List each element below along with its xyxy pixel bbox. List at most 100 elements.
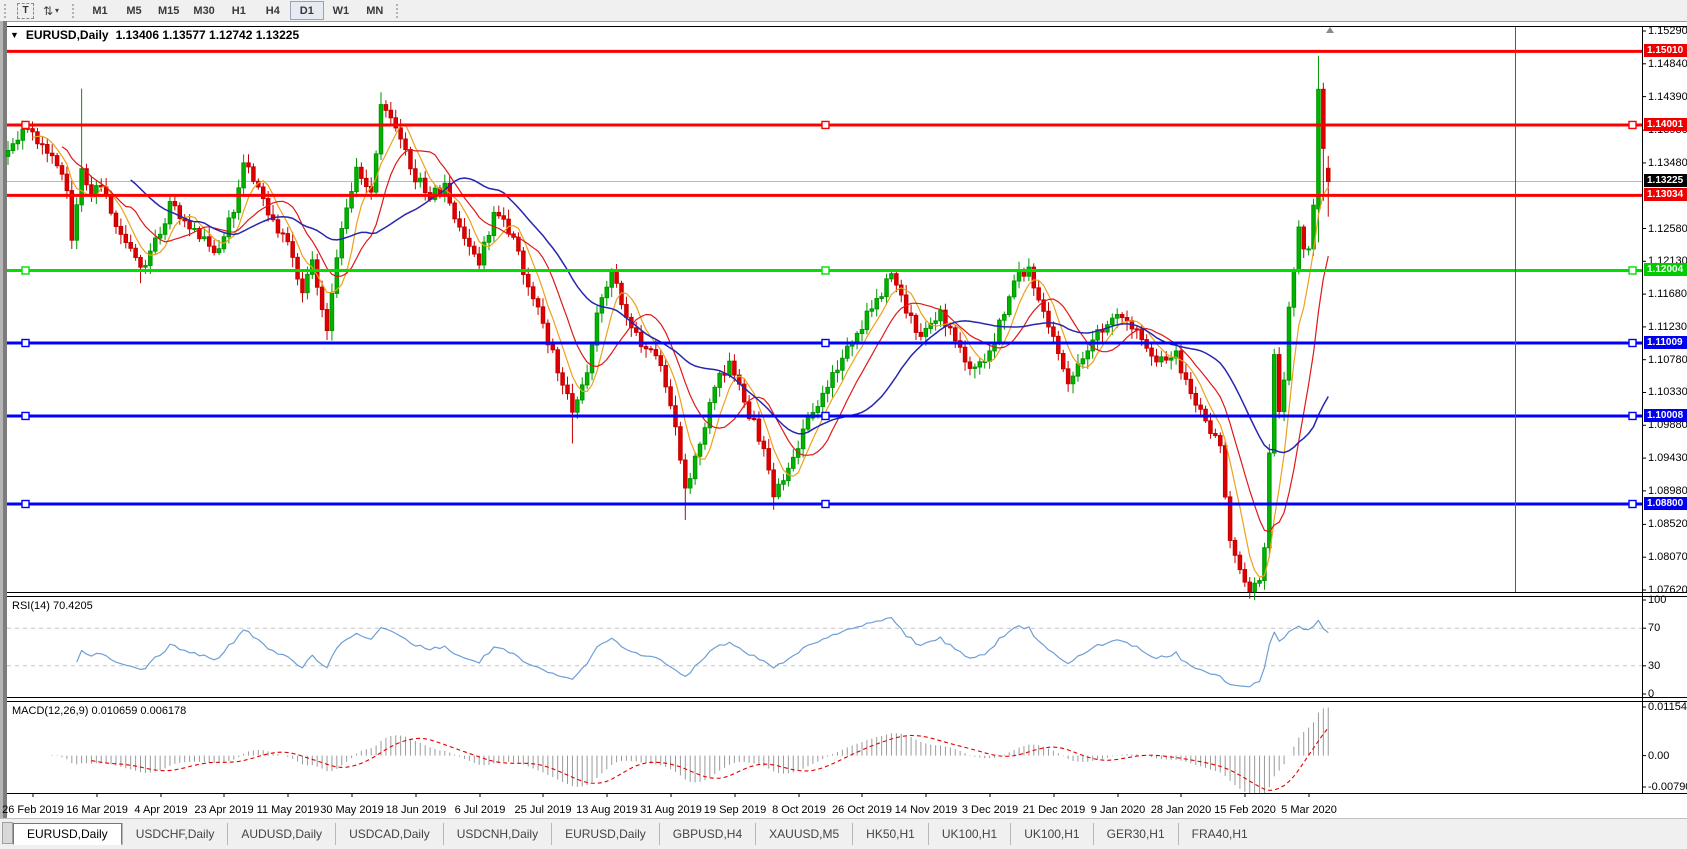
toolbar-grip[interactable]: [4, 3, 9, 18]
hline-handle[interactable]: [821, 120, 830, 130]
price-badge: 1.08800: [1644, 496, 1687, 510]
date-tick: 4 Apr 2019: [134, 804, 188, 816]
date-tick: 11 May 2019: [256, 804, 320, 816]
chart-symbol: EURUSD,Daily: [25, 28, 109, 42]
date-tick: 18 Jun 2019: [385, 804, 447, 816]
macd-label: MACD(12,26,9) 0.010659 0.006178: [12, 705, 187, 717]
date-tick: 26 Oct 2019: [832, 804, 892, 816]
macd-tick: 0.011543: [1648, 701, 1687, 713]
price-badge: 1.13034: [1644, 188, 1687, 202]
hline-handle[interactable]: [1628, 266, 1637, 275]
timeframe-button-m15[interactable]: M15: [158, 4, 180, 17]
timeframe-button-m30[interactable]: M30: [193, 4, 215, 17]
timeframe-button-m1[interactable]: M1: [92, 4, 108, 17]
hline-handle[interactable]: [821, 411, 830, 421]
chart-ohlc: 1.13406 1.13577 1.12742 1.13225: [115, 28, 300, 42]
chart-tabs: EURUSD,Daily USDCHF,Daily AUDUSD,Daily USDC…: [13, 823, 1261, 845]
hline-handle[interactable]: [821, 338, 830, 348]
hline-handle[interactable]: [1628, 499, 1637, 509]
date-tick: 25 Jul 2019: [514, 804, 572, 816]
price-tick: 1.07620: [1648, 583, 1687, 596]
price-badge: 1.15010: [1644, 44, 1687, 58]
hline-handle[interactable]: [21, 338, 30, 348]
hline-handle[interactable]: [1628, 338, 1637, 348]
price-tick: 1.08980: [1648, 484, 1687, 497]
chart-menu-icon[interactable]: ▼: [10, 30, 19, 40]
chart-tab-uk100-h1[interactable]: UK100,H1: [1010, 823, 1092, 845]
hline-handle[interactable]: [21, 120, 30, 130]
date-tick: 8 Oct 2019: [772, 804, 826, 816]
rsi-tick: 0: [1648, 688, 1655, 700]
chart-tab-usdchf-daily[interactable]: USDCHF,Daily: [121, 823, 228, 845]
price-tick: 1.08070: [1648, 551, 1687, 564]
timeframe-button-h4[interactable]: H4: [265, 4, 280, 17]
chart-tab-audusd-daily[interactable]: AUDUSD,Daily: [227, 823, 335, 845]
date-tick: 6 Jul 2019: [454, 804, 506, 816]
timeframe-button-m5[interactable]: M5: [126, 4, 142, 17]
price-badge: 1.11009: [1644, 336, 1687, 349]
price-tick: 1.14390: [1648, 90, 1687, 103]
hline-handle[interactable]: [1628, 120, 1637, 130]
price-tick: 1.08520: [1648, 518, 1687, 531]
price-badge: 1.13225: [1644, 174, 1687, 188]
timeframe-button-w1[interactable]: W1: [332, 4, 350, 17]
window-edge: [0, 21, 3, 849]
chart-tab-uk100-h1[interactable]: UK100,H1: [927, 823, 1010, 845]
hline-handle[interactable]: [21, 266, 30, 275]
hline-handle[interactable]: [1628, 411, 1637, 421]
hline-handle[interactable]: [821, 499, 830, 509]
date-tick: 23 Apr 2019: [194, 804, 254, 816]
timeframe-button-d1[interactable]: D1: [289, 1, 324, 20]
chart-tab-usdcnh-daily[interactable]: USDCNH,Daily: [442, 823, 551, 845]
chart-tab-xauusd-m5[interactable]: XAUUSD,M5: [755, 823, 852, 845]
rsi-tick: 30: [1648, 659, 1661, 672]
timeframe-button-h1[interactable]: H1: [231, 4, 246, 17]
date-tick: 9 Jan 2020: [1090, 804, 1146, 816]
toolbar-grip-2[interactable]: [72, 3, 77, 18]
macd-tick: -0.007908: [1648, 781, 1687, 793]
chart-shift-marker[interactable]: [1326, 27, 1334, 33]
chart-tab-eurusd-daily[interactable]: EURUSD,Daily: [551, 823, 659, 845]
date-tick: 13 Aug 2019: [576, 804, 638, 816]
date-tick: 3 Dec 2019: [961, 804, 1019, 816]
chart-tab-gbpusd-h4[interactable]: GBPUSD,H4: [658, 823, 755, 845]
price-tick: 1.10780: [1648, 353, 1687, 366]
chart-tab-ger30-h1[interactable]: GER30,H1: [1092, 823, 1178, 845]
rsi-tick: 100: [1648, 594, 1667, 606]
toolbar: T ⇅ ▾ M1 M5 M15 M30 H1 H4 D1 W1 MN: [0, 0, 1687, 22]
price-tick: 1.09430: [1648, 452, 1687, 465]
timeframe-button-mn[interactable]: MN: [366, 4, 384, 17]
chart-tab-hk50-h1[interactable]: HK50,H1: [852, 823, 928, 845]
hline-handle[interactable]: [21, 411, 30, 421]
date-tick: 26 Feb 2019: [2, 804, 64, 816]
hline-handle[interactable]: [821, 266, 830, 275]
price-tick: 1.14840: [1648, 57, 1687, 70]
price-badge: 1.14001: [1644, 117, 1687, 131]
chart-tab-usdcad-daily[interactable]: USDCAD,Daily: [335, 823, 443, 845]
price-tick: 1.13480: [1648, 156, 1687, 169]
chart-title: ▼ EURUSD,Daily 1.13406 1.13577 1.12742 1…: [10, 28, 299, 42]
text-tool-icon[interactable]: T: [17, 2, 34, 19]
tab-scroll-button[interactable]: [2, 822, 13, 844]
macd-tick: 0.00: [1648, 749, 1670, 762]
tile-windows-icon[interactable]: ⇅ ▾: [42, 3, 60, 18]
price-tick: 1.15290: [1648, 25, 1687, 37]
price-tick: 1.11230: [1648, 320, 1687, 333]
chart-tab-fra40-h1[interactable]: FRA40,H1: [1177, 823, 1261, 845]
date-tick: 31 Aug 2019: [640, 804, 702, 816]
date-tick: 5 Mar 2020: [1281, 804, 1337, 816]
hline-handle[interactable]: [21, 499, 30, 509]
rsi-label: RSI(14) 70.4205: [12, 600, 93, 612]
date-tick: 21 Dec 2019: [1022, 804, 1086, 816]
price-badge: 1.12004: [1644, 263, 1687, 277]
date-tick: 28 Jan 2020: [1150, 804, 1212, 816]
rsi-tick: 70: [1648, 622, 1661, 635]
tab-bar: [0, 818, 1687, 849]
toolbar-grip-3[interactable]: [395, 3, 401, 18]
chevron-down-icon: ▾: [55, 6, 60, 15]
date-tick: 14 Nov 2019: [894, 804, 958, 816]
chart-tab-eurusd-daily[interactable]: EURUSD,Daily: [13, 823, 122, 845]
date-tick: 19 Sep 2019: [703, 804, 767, 816]
